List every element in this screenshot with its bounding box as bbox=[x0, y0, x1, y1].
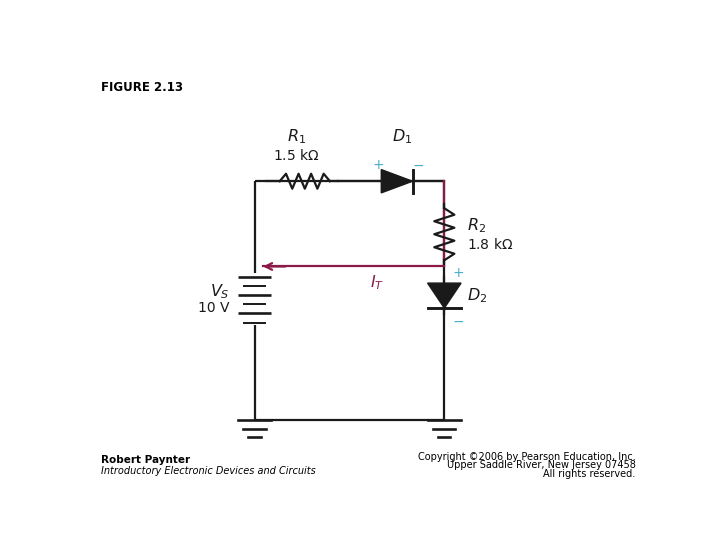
Text: $I_T$: $I_T$ bbox=[370, 274, 384, 293]
Text: 1.5 k$\Omega$: 1.5 k$\Omega$ bbox=[273, 147, 320, 163]
Text: −: − bbox=[452, 315, 464, 329]
Text: $V_S$: $V_S$ bbox=[210, 282, 230, 301]
Text: $R_2$: $R_2$ bbox=[467, 217, 486, 235]
Text: FIGURE 2.13: FIGURE 2.13 bbox=[101, 82, 183, 94]
Polygon shape bbox=[382, 170, 413, 193]
Text: $R_1$: $R_1$ bbox=[287, 127, 306, 146]
Text: All rights reserved.: All rights reserved. bbox=[544, 469, 636, 478]
Text: Upper Saddle River, New Jersey 07458: Upper Saddle River, New Jersey 07458 bbox=[447, 460, 636, 470]
Text: $D_1$: $D_1$ bbox=[392, 127, 413, 146]
Text: Robert Paynter: Robert Paynter bbox=[101, 455, 190, 465]
Text: +: + bbox=[452, 266, 464, 280]
Text: 1.8 k$\Omega$: 1.8 k$\Omega$ bbox=[467, 237, 513, 252]
Polygon shape bbox=[428, 283, 461, 308]
Text: Introductory Electronic Devices and Circuits: Introductory Electronic Devices and Circ… bbox=[101, 465, 316, 476]
Text: −: − bbox=[413, 158, 424, 172]
Text: 10 V: 10 V bbox=[198, 301, 230, 315]
Text: +: + bbox=[373, 158, 384, 172]
Text: Copyright ©2006 by Pearson Education, Inc.: Copyright ©2006 by Pearson Education, In… bbox=[418, 452, 636, 462]
Text: $D_2$: $D_2$ bbox=[467, 286, 487, 305]
